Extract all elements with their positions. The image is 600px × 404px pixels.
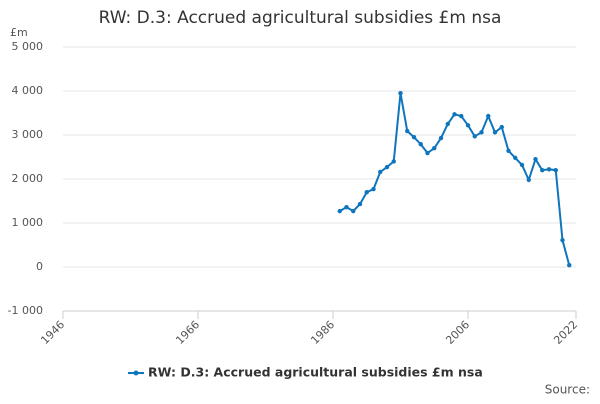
- point: [344, 204, 349, 210]
- y-tick-label: 0: [36, 260, 43, 273]
- y-unit: £m: [10, 26, 28, 39]
- point: [425, 150, 430, 156]
- point: [472, 134, 477, 139]
- point: [371, 186, 376, 192]
- point: [405, 128, 410, 134]
- point: [391, 159, 396, 164]
- point: [357, 201, 363, 207]
- point: [378, 169, 383, 175]
- point: [411, 135, 417, 140]
- point: [540, 168, 545, 173]
- point: [546, 167, 552, 172]
- point: [553, 168, 558, 173]
- point: [533, 157, 538, 162]
- point: [526, 177, 531, 183]
- point: [445, 121, 450, 127]
- point: [459, 113, 464, 119]
- point: [560, 237, 565, 243]
- point: [452, 112, 457, 117]
- chart-title: RW: D.3: Accrued agricultural subsidies …: [99, 8, 502, 28]
- x-tick-label: 2006: [443, 318, 472, 347]
- point: [337, 208, 342, 214]
- point: [398, 91, 403, 96]
- point: [438, 135, 444, 141]
- source: Source:: [545, 383, 590, 397]
- x-tick-label: 1946: [38, 318, 67, 347]
- point: [479, 130, 484, 135]
- legend-label: RW: D.3: Accrued agricultural subsidies …: [148, 365, 483, 380]
- x-tick-label: 1986: [308, 318, 337, 347]
- point: [364, 190, 369, 195]
- point: [513, 155, 518, 161]
- point: [465, 123, 471, 128]
- y-tick-label: -1 000: [8, 304, 43, 317]
- point: [384, 164, 390, 170]
- point: [519, 162, 525, 168]
- point: [499, 124, 504, 130]
- point: [432, 146, 437, 151]
- x-tick-label: 1966: [173, 318, 202, 347]
- y-tick-label: 1 000: [12, 216, 44, 229]
- y-tick-label: 3 000: [12, 128, 44, 141]
- point: [351, 208, 356, 214]
- legend-marker: [133, 370, 139, 376]
- point: [418, 142, 423, 147]
- x-tick-label: 2022: [551, 318, 580, 347]
- y-tick-label: 2 000: [12, 172, 44, 185]
- point: [567, 263, 572, 268]
- y-tick-label: 5 000: [12, 40, 44, 53]
- y-tick-label: 4 000: [12, 84, 44, 97]
- point: [506, 148, 511, 154]
- point: [492, 130, 498, 135]
- point: [486, 113, 491, 119]
